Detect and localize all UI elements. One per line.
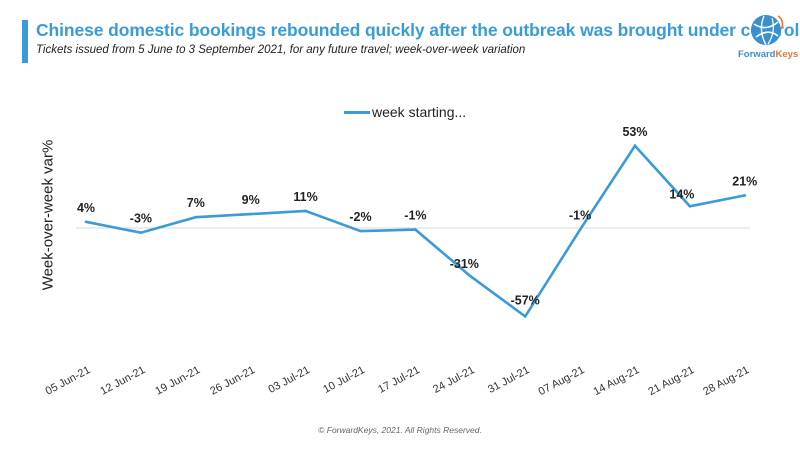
data-label: 21%	[732, 174, 757, 188]
data-point	[194, 215, 198, 219]
data-label: -2%	[349, 210, 371, 224]
data-point	[249, 212, 252, 216]
x-tick-label: 21 Aug-21	[646, 364, 696, 398]
data-point	[688, 205, 692, 208]
data-label: 9%	[242, 193, 260, 207]
chart-title: Chinese domestic bookings rebounded quic…	[36, 20, 800, 40]
x-tick-label: 17 Jul-21	[376, 364, 422, 396]
data-point	[469, 274, 472, 278]
data-label: 14%	[669, 187, 694, 201]
globe-icon	[751, 15, 784, 46]
x-tick-label: 28 Aug-21	[701, 364, 751, 398]
data-point	[414, 228, 417, 231]
data-point	[84, 220, 88, 224]
series-line-week-starting	[85, 143, 746, 319]
data-point	[633, 144, 637, 148]
logo-text: ForwardKeys	[738, 49, 799, 60]
x-tick-label: 10 Jul-21	[321, 364, 367, 396]
chart-legend: week starting...	[344, 104, 466, 120]
data-label: -1%	[404, 209, 426, 223]
legend-label: week starting...	[372, 104, 467, 120]
data-point	[304, 209, 307, 213]
x-tick-label: 19 Jun-21	[153, 364, 202, 398]
title-accent-bar	[22, 20, 28, 63]
x-tick-label: 31 Jul-21	[486, 364, 532, 396]
data-label: -31%	[450, 257, 479, 271]
data-label: -1%	[569, 209, 591, 223]
copyright-footer: © ForwardKeys, 2021. All Rights Reserved…	[318, 425, 482, 435]
data-point	[359, 229, 362, 233]
x-tick-label: 03 Jul-21	[266, 364, 312, 396]
x-tick-label: 05 Jun-21	[44, 364, 93, 398]
data-label: -3%	[130, 212, 152, 226]
x-tick-label: 07 Aug-21	[537, 364, 587, 398]
data-point	[578, 228, 582, 231]
data-label: 4%	[77, 201, 95, 215]
x-tick-label: 14 Aug-21	[591, 364, 641, 398]
data-point	[523, 315, 527, 318]
x-tick-label: 24 Jul-21	[431, 364, 477, 396]
x-tick-label: 26 Jun-21	[208, 364, 257, 398]
x-tick-label: 12 Jun-21	[98, 364, 147, 398]
data-label: -57%	[511, 293, 540, 307]
legend-swatch	[344, 110, 370, 114]
forwardkeys-logo: ForwardKeys	[738, 10, 799, 62]
data-label: 7%	[187, 196, 205, 210]
data-label: 53%	[622, 125, 647, 139]
data-point	[743, 194, 747, 197]
data-point	[139, 231, 143, 234]
data-label: 11%	[293, 190, 317, 204]
chart-subtitle: Tickets issued from 5 June to 3 Septembe…	[36, 44, 526, 56]
